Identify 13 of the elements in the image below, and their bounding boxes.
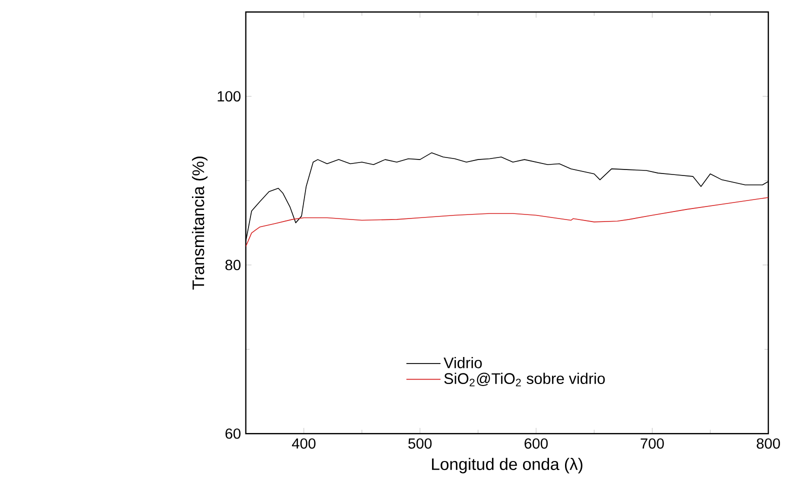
x-tick-label: 400 bbox=[292, 438, 316, 449]
y-tick-label: 100 bbox=[218, 91, 240, 102]
x-tick-label: 600 bbox=[524, 438, 548, 449]
legend-label: Vidrio bbox=[444, 357, 482, 368]
x-tick-label: 800 bbox=[756, 438, 780, 449]
x-tick-label: 500 bbox=[408, 438, 432, 449]
legend-label: SiO$_{2}$@TiO$_{2}$ sobre vidrio bbox=[444, 372, 605, 386]
y-tick-label: 60 bbox=[226, 428, 240, 440]
x-tick-label: 700 bbox=[640, 438, 664, 449]
y-axis-title: Transmitancia (%) bbox=[192, 156, 208, 290]
y-tick-label: 80 bbox=[225, 260, 240, 270]
line-series bbox=[246, 197, 768, 248]
x-axis-title: Longitud de onda (λ) bbox=[432, 458, 582, 474]
